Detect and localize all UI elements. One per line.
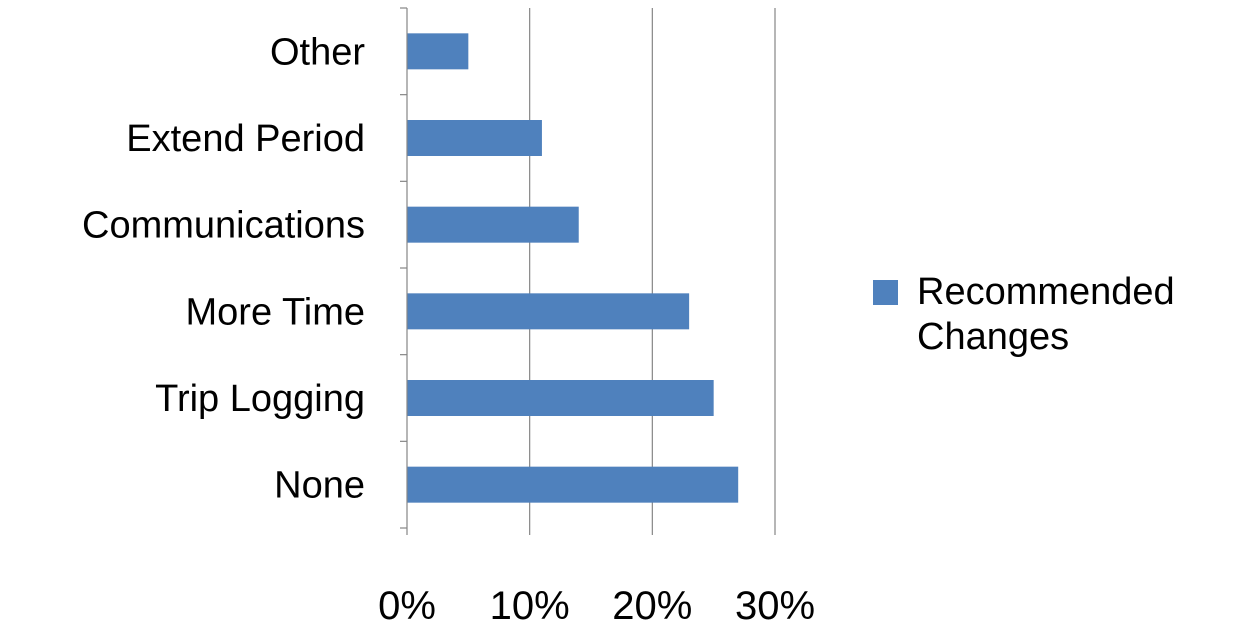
bar-more-time xyxy=(407,293,690,330)
category-label-communications: Communications xyxy=(82,205,365,247)
legend-label-line-1: Recommended xyxy=(917,271,1175,313)
x-tick-label-20: 20% xyxy=(612,584,692,628)
category-label-more-time: More Time xyxy=(186,291,365,333)
x-tick-label-0: 0% xyxy=(378,584,436,628)
bars xyxy=(407,33,739,503)
bar-none xyxy=(407,466,739,503)
gridlines xyxy=(529,8,776,528)
legend-label-line-2: Changes xyxy=(917,316,1069,358)
x-tick-label-10: 10% xyxy=(490,584,570,628)
labels: None Trip Logging More Time Communications… xyxy=(82,31,815,628)
legend-swatch xyxy=(873,280,898,305)
bar-communications xyxy=(407,206,579,243)
x-tick-label-30: 30% xyxy=(735,584,815,628)
bar-other xyxy=(407,33,469,70)
bar-trip-logging xyxy=(407,380,714,416)
category-label-none: None xyxy=(274,465,365,507)
bar-extend-period xyxy=(407,120,542,156)
category-label-extend-period: Extend Period xyxy=(126,118,365,160)
axes xyxy=(400,7,776,535)
category-label-trip-logging: Trip Logging xyxy=(155,378,365,420)
category-label-other: Other xyxy=(270,31,365,73)
